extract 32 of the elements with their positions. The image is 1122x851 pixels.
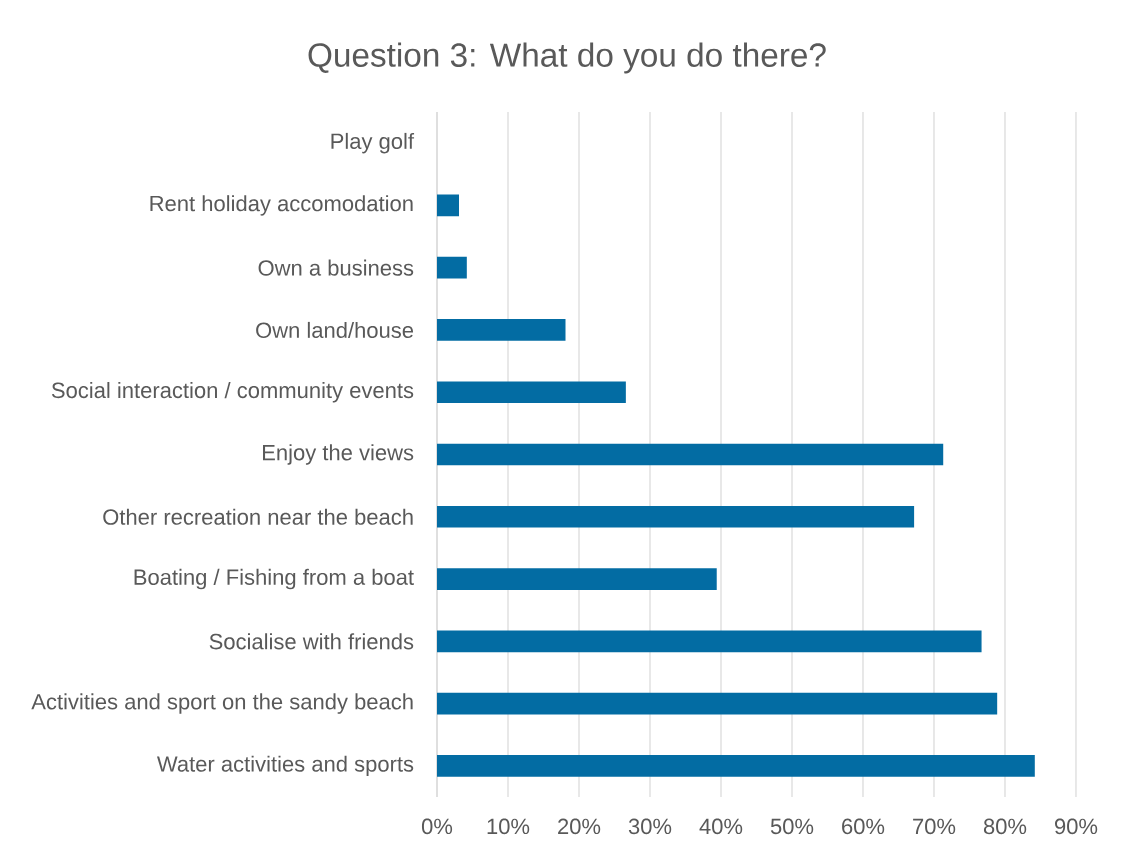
x-tick-label: 80% (983, 818, 1027, 835)
y-tick-label: Enjoy the views (263, 444, 414, 465)
bar (437, 692, 998, 715)
bar (437, 568, 717, 590)
x-tick-label: 0% (421, 818, 453, 835)
x-tick-label: 50% (770, 818, 814, 835)
x-tick-label: 90% (1054, 818, 1098, 835)
y-tick-label: Social interaction / community events (51, 381, 414, 403)
bar (437, 443, 944, 466)
y-tick-label: Water activities and sports (157, 755, 414, 777)
bar (437, 505, 915, 528)
y-tick-label: Own land/house (256, 321, 414, 339)
y-tick-label: Own a business (258, 259, 414, 276)
bar (437, 630, 982, 653)
bar (437, 381, 626, 404)
y-tick-label: Other recreation near the beach (103, 508, 413, 525)
x-tick-label: 60% (842, 818, 885, 835)
bar (437, 319, 566, 341)
bar (437, 194, 459, 217)
y-tick-label: Play golf (331, 132, 415, 154)
x-tick-label: 40% (699, 818, 743, 835)
bar (437, 256, 467, 279)
y-tick-label: Boating / Fishing from a boat (134, 568, 414, 590)
y-tick-label: Activities and sport on the sandy beach (31, 693, 413, 714)
x-tick-label: 10% (487, 818, 530, 835)
y-tick-label: Socialise with friends (209, 633, 414, 650)
x-tick-label: 20% (558, 818, 601, 835)
chart-title: Question 3: What do you do there? (308, 42, 826, 74)
x-tick-label: 30% (628, 818, 672, 835)
y-tick-label: Rent holiday accomodation (150, 195, 413, 216)
bar (437, 755, 1035, 777)
x-tick-label: 70% (913, 818, 956, 835)
